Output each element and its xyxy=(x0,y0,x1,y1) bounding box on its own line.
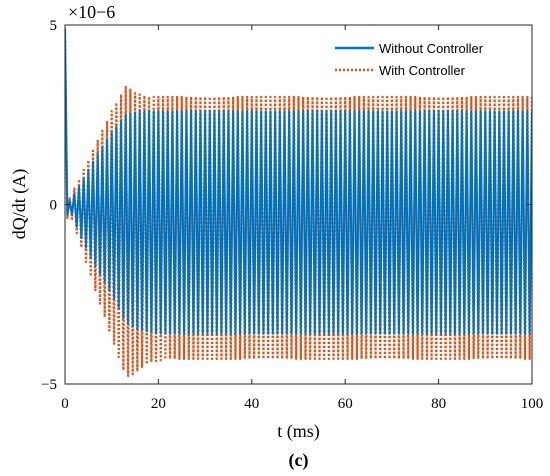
x-tick-label: 60 xyxy=(338,396,353,412)
exponent-label: ×10−6 xyxy=(68,2,115,22)
legend: Without Controller With Controller xyxy=(335,41,484,78)
series-line-without-controller xyxy=(65,28,532,335)
x-tick-label: 80 xyxy=(431,396,446,412)
x-tick-label: 0 xyxy=(61,396,69,412)
legend-label-without-controller: Without Controller xyxy=(379,41,484,56)
y-tick-label: −5 xyxy=(41,377,57,393)
x-tick-label: 20 xyxy=(151,396,166,412)
x-axis-label: t (ms) xyxy=(277,421,320,442)
y-axis-label: dQ/dt (A) xyxy=(9,169,30,240)
legend-label-with-controller: With Controller xyxy=(379,63,466,78)
x-tick-label: 40 xyxy=(244,396,259,412)
x-tick-label: 100 xyxy=(521,396,544,412)
y-tick-label: 0 xyxy=(50,198,58,214)
y-tick-label: 5 xyxy=(50,18,58,34)
panel-label: (c) xyxy=(289,450,309,471)
